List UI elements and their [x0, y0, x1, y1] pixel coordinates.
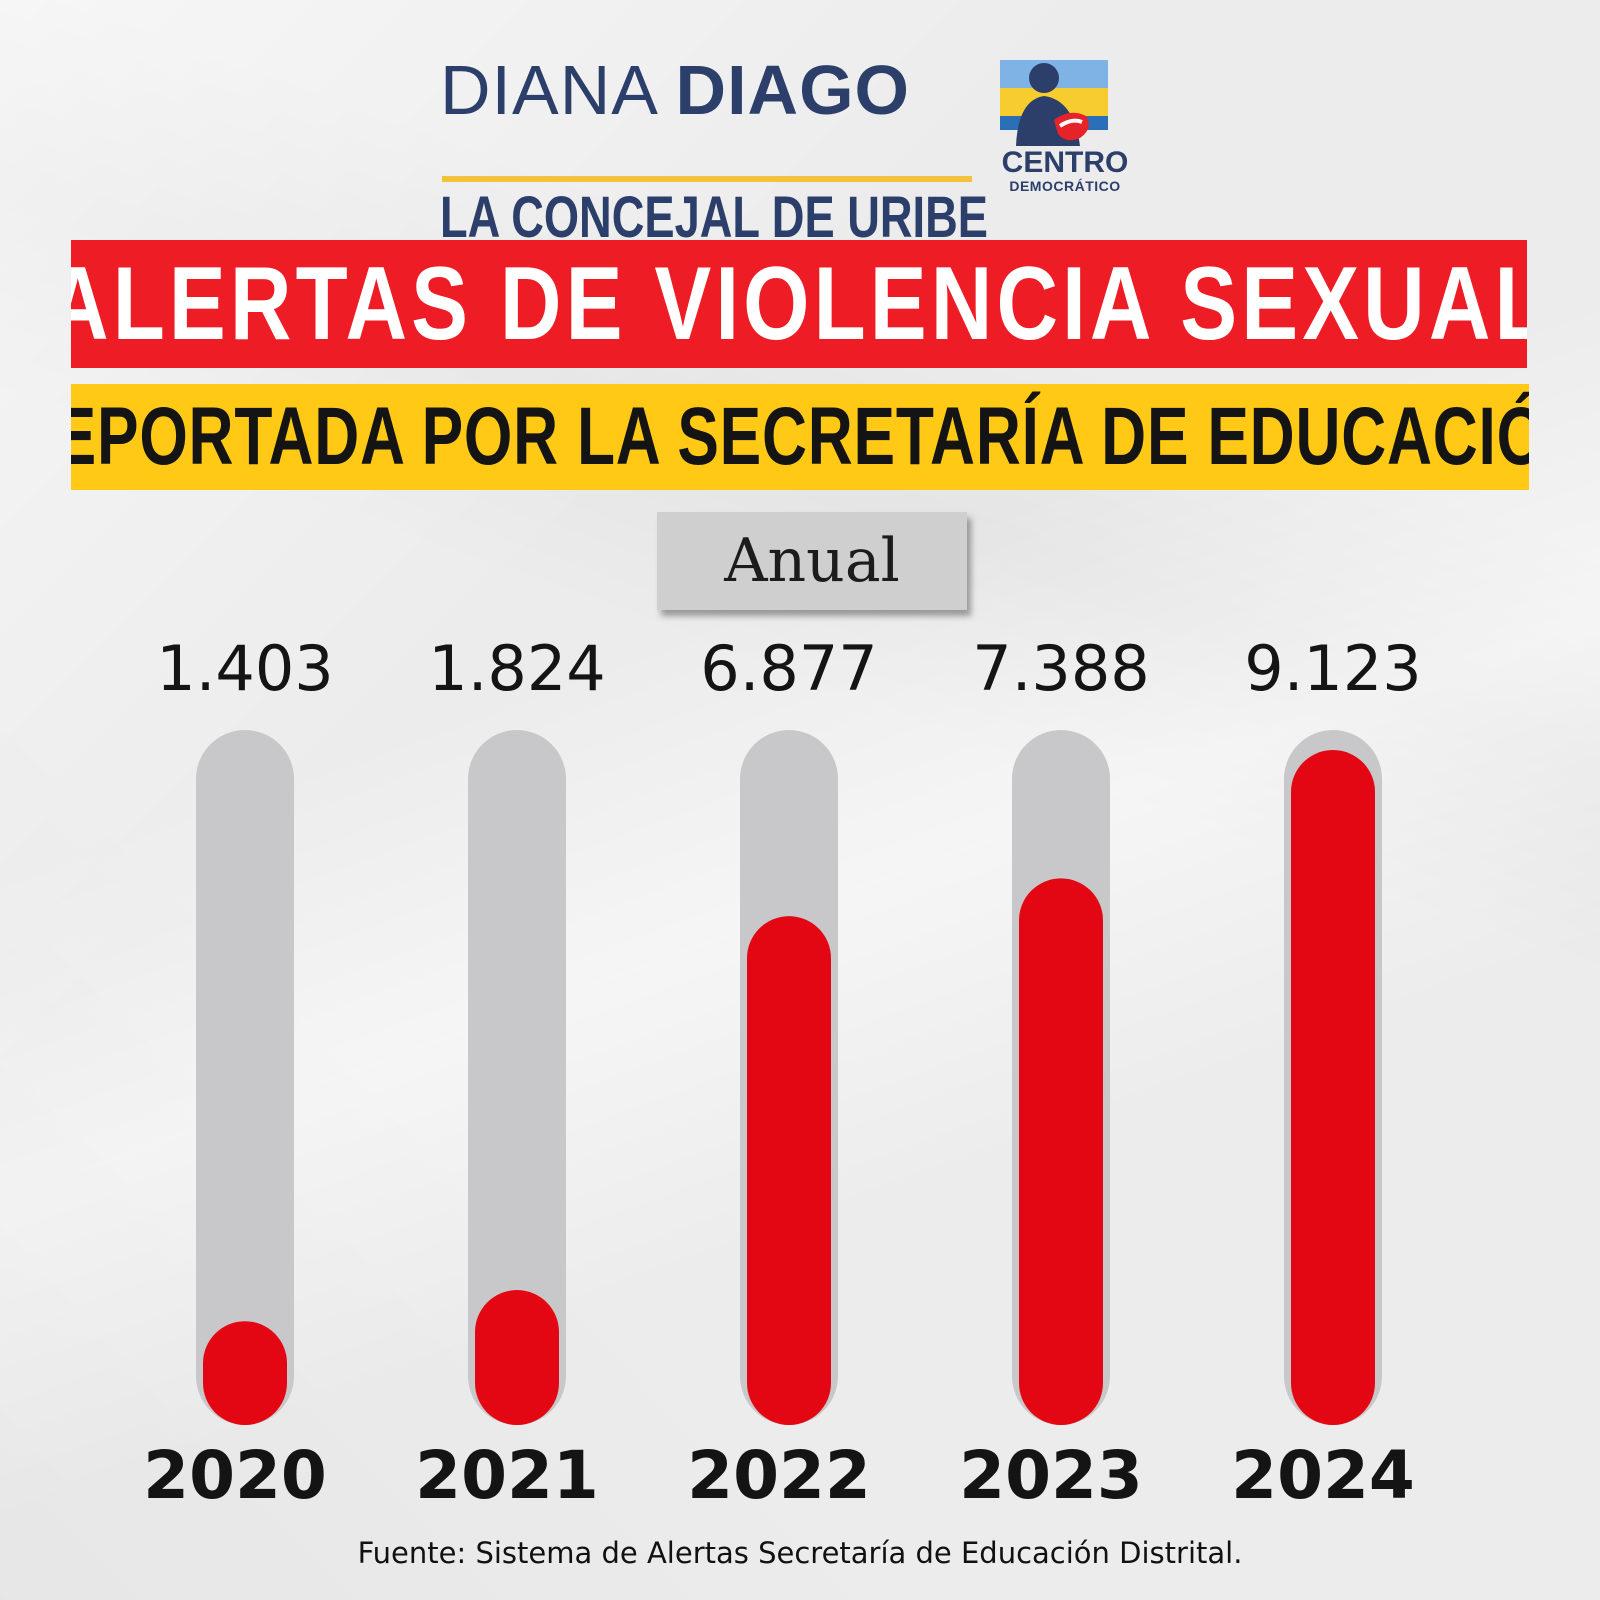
party-logo: CENTRO DEMOCRÁTICO	[990, 56, 1140, 206]
bar-2020	[203, 1321, 287, 1425]
chart-subtitle: REPORTADA POR LA SECRETARÍA DE EDUCACIÓN	[71, 391, 1529, 482]
party-name: CENTRO DEMOCRÁTICO	[990, 146, 1140, 195]
party-name-line1: CENTRO	[1001, 146, 1129, 179]
x-tick-label-2024: 2024	[1231, 1437, 1415, 1514]
x-tick-label-2021: 2021	[415, 1437, 599, 1514]
party-emblem-icon	[1000, 60, 1108, 146]
bar-2021	[475, 1290, 559, 1425]
brand-divider	[442, 176, 972, 182]
data-label-2021: 1.824	[428, 632, 606, 705]
bar-2022	[747, 916, 831, 1425]
x-tick-label-2022: 2022	[687, 1437, 871, 1514]
data-label-2022: 6.877	[700, 632, 878, 705]
brand-name: DIANA DIAGO	[440, 52, 910, 128]
party-name-line2: DEMOCRÁTICO	[1009, 178, 1121, 194]
bar-track	[196, 730, 294, 1425]
data-label-2023: 7.388	[972, 632, 1150, 705]
period-badge: Anual	[657, 512, 967, 610]
x-tick-label-2020: 2020	[143, 1437, 327, 1514]
bar-2024	[1291, 750, 1375, 1425]
data-label-2024: 9.123	[1244, 632, 1422, 705]
brand-tagline: LA CONCEJAL DE URIBE	[440, 185, 988, 250]
chart-title: ALERTAS DE VIOLENCIA SEXUAL	[71, 245, 1527, 362]
brand-name-last: DIAGO	[675, 51, 910, 129]
brand-logo: DIANA DIAGO LA CONCEJAL DE URIBE	[440, 52, 988, 250]
title-banner: ALERTAS DE VIOLENCIA SEXUAL	[71, 240, 1527, 368]
bar-track	[468, 730, 566, 1425]
subtitle-banner: REPORTADA POR LA SECRETARÍA DE EDUCACIÓN	[71, 384, 1529, 490]
brand-name-first: DIANA	[440, 51, 656, 129]
chart-canvas: 1.403 2020 1.824 2021 6.877 2022 7.388 2023 9.12…	[143, 632, 1422, 1514]
data-label-2020: 1.403	[156, 632, 334, 705]
x-tick-label-2023: 2023	[959, 1437, 1143, 1514]
source-note: Fuente: Sistema de Alertas Secretaría de…	[357, 1536, 1243, 1570]
bar-2023	[1019, 878, 1103, 1425]
period-label: Anual	[724, 526, 900, 596]
bar-chart: 1.403 2020 1.824 2021 6.877 2022 7.388 2023 9.12…	[0, 620, 1600, 1520]
